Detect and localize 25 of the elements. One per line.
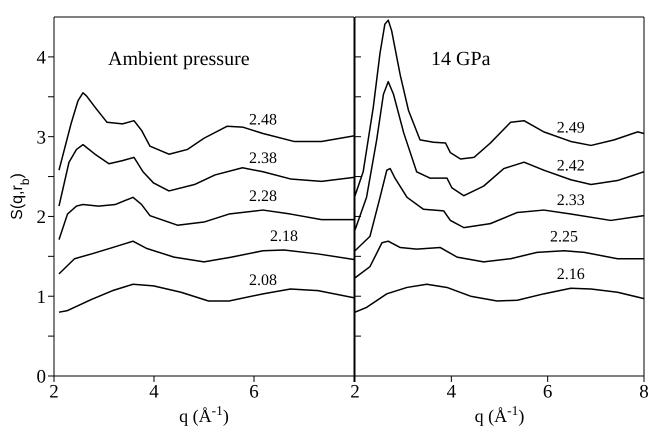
series-label: 2.18 <box>270 228 298 245</box>
y-tick-label: 1 <box>36 286 46 308</box>
x-tick-label: 8 <box>639 381 649 402</box>
series-label: 2.28 <box>249 188 277 206</box>
y-tick-label: 0 <box>36 366 46 388</box>
y-tick-label: 4 <box>36 48 46 69</box>
x-tick-label: 2 <box>350 381 360 402</box>
y-tick-label: 2 <box>36 207 46 228</box>
x-tick-label: 4 <box>446 381 457 402</box>
x-axis-title: q (Å$^{-1}$) <box>474 402 524 426</box>
series-label: 2.08 <box>249 272 277 289</box>
series-label: 2.48 <box>249 111 277 128</box>
series-label: 2.16 <box>556 266 585 284</box>
annotation: Ambient pressure <box>108 48 250 71</box>
x-tick-label: 6 <box>249 381 259 402</box>
y-tick-label: 3 <box>36 127 46 148</box>
x-tick-label: 6 <box>542 381 552 402</box>
x-axis-title: q (Å$^{-1}$) <box>179 402 229 426</box>
series-label: 2.49 <box>556 119 585 136</box>
series-label: 2.33 <box>556 192 585 210</box>
series-label: 2.38 <box>249 150 277 167</box>
series-label: 2.25 <box>550 228 578 246</box>
x-tick-label: 4 <box>149 381 160 402</box>
annotation: 14 GPa <box>431 48 490 71</box>
series-label: 2.42 <box>556 158 585 175</box>
